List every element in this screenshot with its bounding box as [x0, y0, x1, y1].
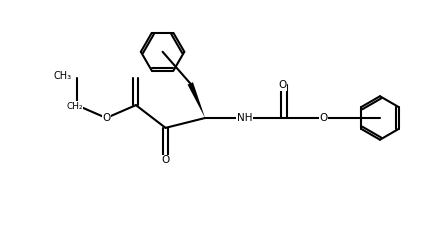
Text: O: O [319, 113, 328, 123]
Text: O: O [102, 113, 110, 123]
Text: O: O [278, 80, 286, 90]
Text: NH: NH [237, 113, 253, 123]
Text: CH₂: CH₂ [66, 102, 83, 111]
Text: CH₃: CH₃ [54, 72, 71, 82]
Text: O: O [162, 155, 170, 165]
Polygon shape [187, 82, 205, 118]
